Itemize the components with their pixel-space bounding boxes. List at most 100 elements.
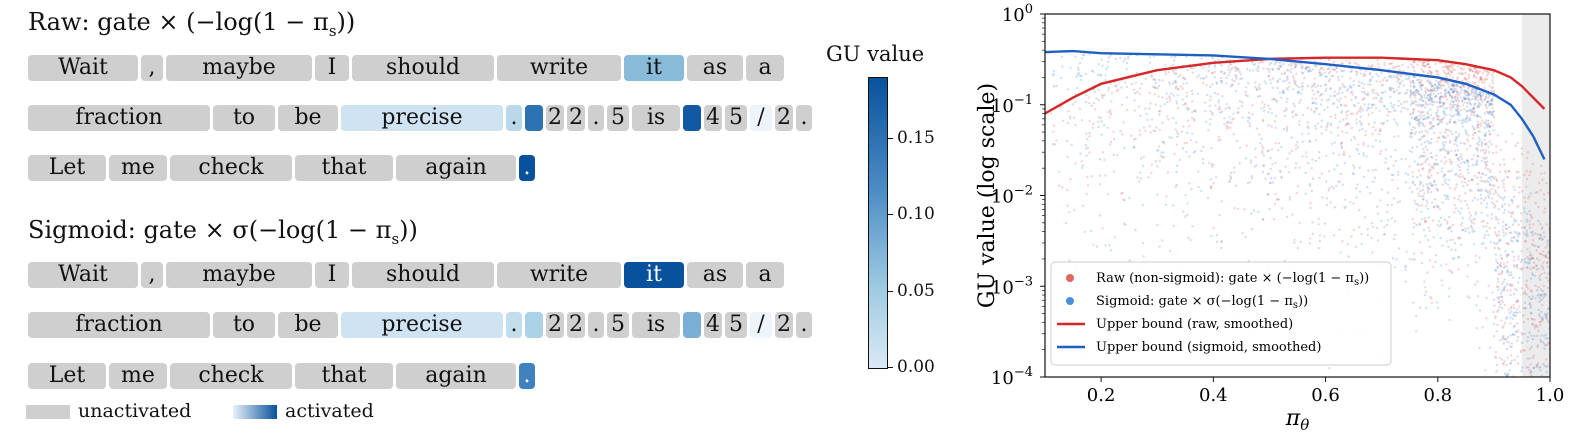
raw-point: [1490, 112, 1494, 115]
raw-point: [1186, 141, 1189, 145]
sigmoid-point: [1485, 230, 1489, 233]
raw-point: [1401, 63, 1404, 67]
raw-point: [1447, 69, 1450, 72]
sigmoid-point: [1175, 72, 1178, 75]
raw-point: [1465, 90, 1468, 93]
sigmoid-point: [1436, 189, 1439, 192]
raw-point: [1527, 368, 1531, 371]
raw-point: [1298, 120, 1301, 123]
sigmoid-point: [1476, 123, 1479, 127]
sigmoid-point: [1279, 65, 1283, 69]
sigmoid-point: [1253, 165, 1256, 168]
raw-point: [1497, 272, 1500, 276]
sigmoid-point: [1495, 370, 1498, 373]
sigmoid-point: [1534, 201, 1537, 205]
sigmoid-point: [1421, 218, 1424, 221]
sigmoid-point: [1526, 212, 1529, 216]
sigmoid-point: [1419, 180, 1422, 184]
raw-point: [1432, 100, 1436, 104]
sigmoid-point: [1318, 71, 1322, 75]
raw-point: [1473, 107, 1476, 110]
sigmoid-point: [1341, 70, 1344, 73]
sigmoid-point: [1325, 87, 1328, 91]
raw-point: [1473, 97, 1477, 101]
sigmoid-point: [1457, 159, 1460, 162]
raw-point: [1177, 132, 1180, 136]
raw-point: [1326, 99, 1329, 102]
raw-point: [1532, 266, 1535, 269]
sigmoid-point: [1428, 82, 1432, 86]
raw-point: [1294, 113, 1297, 117]
sigmoid-point: [1484, 233, 1487, 236]
raw-point: [1234, 74, 1237, 77]
sigmoid-point: [1440, 170, 1443, 173]
sigmoid-point: [1228, 174, 1232, 178]
raw-point: [1067, 110, 1070, 113]
sigmoid-point: [1276, 86, 1279, 90]
raw-point: [1378, 129, 1382, 133]
raw-point: [1542, 284, 1546, 288]
raw-point: [1432, 265, 1435, 268]
raw-point: [1518, 186, 1521, 189]
sigmoid-point: [1435, 86, 1438, 90]
sigmoid-point: [1152, 55, 1156, 58]
raw-point: [1134, 137, 1137, 141]
sigmoid-point: [1339, 251, 1342, 254]
sigmoid-point: [1112, 137, 1116, 141]
sigmoid-point: [1463, 98, 1466, 101]
sigmoid-point: [1452, 103, 1456, 106]
sigmoid-point: [1441, 244, 1444, 247]
sigmoid-point: [1382, 104, 1386, 108]
sigmoid-point: [1331, 75, 1335, 78]
sigmoid-point: [1106, 60, 1110, 63]
sigmoid-point: [1190, 116, 1194, 120]
activated-swatch: [233, 405, 277, 419]
sigmoid-point: [1401, 80, 1404, 83]
raw-point: [1411, 65, 1415, 68]
raw-point: [1428, 66, 1432, 69]
raw-point: [1413, 222, 1416, 225]
sigmoid-point: [1088, 131, 1091, 135]
raw-point: [1448, 141, 1452, 144]
raw-point: [1496, 218, 1500, 221]
raw-point: [1429, 151, 1432, 155]
raw-point: [1491, 291, 1494, 294]
raw-point: [1543, 171, 1546, 175]
raw-point: [1540, 227, 1544, 231]
sigmoid-point: [1344, 205, 1347, 208]
raw-point: [1478, 70, 1482, 73]
sigmoid-point: [1516, 233, 1519, 236]
sigmoid-point: [1509, 271, 1513, 274]
sigmoid-point: [1220, 81, 1223, 85]
sigmoid-point: [1486, 222, 1489, 225]
raw-point: [1157, 95, 1160, 98]
sigmoid-point: [1544, 292, 1547, 296]
raw-point: [1424, 286, 1427, 289]
sigmoid-point: [1215, 233, 1219, 237]
sigmoid-point: [1227, 68, 1230, 72]
raw-point: [1179, 85, 1182, 88]
raw-point: [1153, 85, 1156, 89]
raw-point: [1393, 135, 1396, 138]
sigmoid-point: [1460, 222, 1464, 225]
raw-point: [1538, 315, 1541, 318]
sigmoid-point: [1314, 85, 1317, 89]
sigmoid-point: [1367, 103, 1370, 106]
sigmoid-point: [1269, 177, 1273, 180]
sigmoid-point: [1418, 114, 1421, 117]
raw-point: [1287, 171, 1291, 174]
raw-point: [1211, 71, 1214, 75]
raw-point: [1488, 227, 1491, 230]
sigmoid-point: [1392, 197, 1396, 200]
sigmoid-point: [1493, 206, 1496, 209]
raw-point: [1500, 257, 1503, 260]
sigmoid-point: [1211, 111, 1214, 115]
sigmoid-point: [1531, 295, 1534, 298]
raw-point: [1150, 75, 1153, 78]
sigmoid-point: [1325, 203, 1329, 207]
raw-point: [1430, 82, 1433, 85]
raw-point: [1085, 192, 1088, 196]
raw-point: [1101, 93, 1104, 97]
sigmoid-point: [1501, 337, 1504, 340]
sigmoid-point: [1197, 185, 1200, 189]
